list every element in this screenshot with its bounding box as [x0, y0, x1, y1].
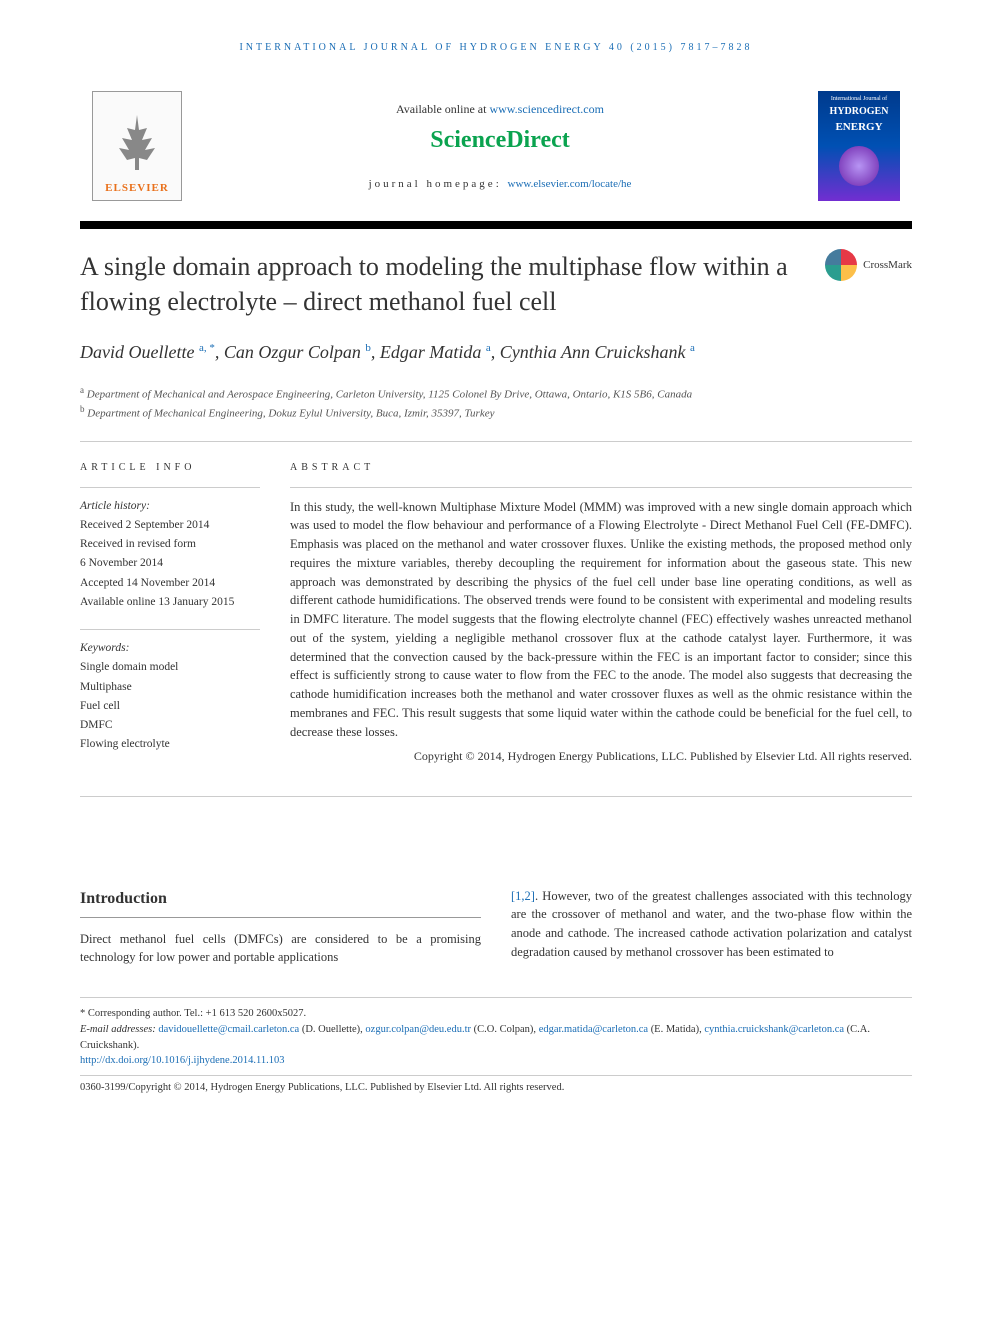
keyword-item: DMFC	[80, 717, 260, 734]
affiliations-block: a Department of Mechanical and Aerospace…	[80, 384, 912, 441]
available-online-line: Available online at www.sciencedirect.co…	[202, 100, 798, 118]
crossmark-badge[interactable]: CrossMark	[825, 249, 912, 281]
email-link[interactable]: edgar.matida@carleton.ca	[539, 1024, 648, 1035]
author-4: , Cynthia Ann Cruickshank	[491, 342, 690, 362]
affil-b-text: Department of Mechanical Engineering, Do…	[85, 408, 495, 420]
email-name: (C.O. Colpan),	[471, 1024, 539, 1035]
keywords-block: Keywords: Single domain model Multiphase…	[80, 629, 260, 754]
cover-text-3: ENERGY	[822, 119, 896, 136]
divider-bar	[80, 221, 912, 229]
affil-a-text: Department of Mechanical and Aerospace E…	[84, 389, 692, 401]
intro-right-body: . However, two of the greatest challenge…	[511, 889, 912, 959]
cover-text-1: International Journal of	[822, 95, 896, 104]
footer-block: * Corresponding author. Tel.: +1 613 520…	[80, 997, 912, 1096]
abstract-body: In this study, the well-known Multiphase…	[290, 487, 912, 766]
intro-right-column: [1,2]. However, two of the greatest chal…	[511, 887, 912, 968]
title-row: A single domain approach to modeling the…	[80, 249, 912, 319]
email-label: E-mail addresses:	[80, 1024, 158, 1035]
author-4-affil: a	[690, 342, 695, 354]
homepage-prefix: journal homepage:	[369, 178, 508, 190]
intro-left-column: Introduction Direct methanol fuel cells …	[80, 887, 481, 968]
keyword-item: Fuel cell	[80, 698, 260, 715]
intro-left-text: Direct methanol fuel cells (DMFCs) are c…	[80, 930, 481, 968]
homepage-url[interactable]: www.elsevier.com/locate/he	[508, 178, 632, 190]
elsevier-text: ELSEVIER	[105, 180, 169, 197]
info-abstract-row: ARTICLE INFO Article history: Received 2…	[80, 460, 912, 797]
sciencedirect-url[interactable]: www.sciencedirect.com	[489, 102, 604, 116]
introduction-heading: Introduction	[80, 887, 481, 918]
publisher-header-block: ELSEVIER Available online at www.science…	[80, 79, 912, 213]
author-1-affil: a, *	[199, 342, 215, 354]
email-link[interactable]: ozgur.colpan@deu.edu.tr	[365, 1024, 471, 1035]
cover-globe-icon	[839, 146, 879, 186]
affiliation-a: a Department of Mechanical and Aerospace…	[80, 384, 912, 403]
abstract-text: In this study, the well-known Multiphase…	[290, 500, 912, 739]
article-info-column: ARTICLE INFO Article history: Received 2…	[80, 460, 260, 772]
email-link[interactable]: davidouellette@cmail.carleton.ca	[158, 1024, 299, 1035]
sciencedirect-logo[interactable]: ScienceDirect	[202, 122, 798, 158]
journal-citation-header: INTERNATIONAL JOURNAL OF HYDROGEN ENERGY…	[80, 40, 912, 55]
history-received: Received 2 September 2014	[80, 517, 260, 534]
article-title: A single domain approach to modeling the…	[80, 249, 805, 319]
history-accepted: Accepted 14 November 2014	[80, 575, 260, 592]
email-name: (E. Matida),	[648, 1024, 704, 1035]
history-block: Article history: Received 2 September 20…	[80, 487, 260, 612]
crossmark-label: CrossMark	[863, 257, 912, 274]
abstract-copyright: Copyright © 2014, Hydrogen Energy Public…	[290, 747, 912, 765]
keyword-item: Single domain model	[80, 659, 260, 676]
intro-right-text: [1,2]. However, two of the greatest chal…	[511, 887, 912, 962]
author-2: , Can Ozgur Colpan	[215, 342, 366, 362]
email-link[interactable]: cynthia.cruickshank@carleton.ca	[704, 1024, 844, 1035]
article-info-label: ARTICLE INFO	[80, 460, 260, 475]
abstract-column: ABSTRACT In this study, the well-known M…	[290, 460, 912, 772]
affiliation-b: b Department of Mechanical Engineering, …	[80, 403, 912, 422]
keyword-item: Multiphase	[80, 679, 260, 696]
email-addresses-line: E-mail addresses: davidouellette@cmail.c…	[80, 1022, 912, 1054]
crossmark-icon	[825, 249, 857, 281]
authors-list: David Ouellette a, *, Can Ozgur Colpan b…	[80, 339, 912, 366]
author-1: David Ouellette	[80, 342, 199, 362]
author-3: , Edgar Matida	[371, 342, 486, 362]
history-online: Available online 13 January 2015	[80, 594, 260, 611]
abstract-label: ABSTRACT	[290, 460, 912, 475]
history-revised-2: 6 November 2014	[80, 555, 260, 572]
intro-ref-link[interactable]: [1,2]	[511, 889, 535, 903]
homepage-line: journal homepage: www.elsevier.com/locat…	[202, 176, 798, 193]
corresponding-author-line: * Corresponding author. Tel.: +1 613 520…	[80, 1006, 912, 1022]
center-publisher-info: Available online at www.sciencedirect.co…	[202, 100, 798, 193]
elsevier-tree-icon	[107, 110, 167, 180]
keywords-label: Keywords:	[80, 640, 260, 657]
footer-copyright-line: 0360-3199/Copyright © 2014, Hydrogen Ene…	[80, 1075, 912, 1096]
email-name: (D. Ouellette),	[299, 1024, 365, 1035]
history-label: Article history:	[80, 498, 260, 515]
cover-text-2: HYDROGEN	[822, 104, 896, 119]
keyword-item: Flowing electrolyte	[80, 736, 260, 753]
elsevier-logo[interactable]: ELSEVIER	[92, 91, 182, 201]
history-revised-1: Received in revised form	[80, 536, 260, 553]
journal-cover-thumbnail[interactable]: International Journal of HYDROGEN ENERGY	[818, 91, 900, 201]
available-prefix: Available online at	[396, 102, 489, 116]
introduction-section: Introduction Direct methanol fuel cells …	[80, 887, 912, 968]
doi-link[interactable]: http://dx.doi.org/10.1016/j.ijhydene.201…	[80, 1053, 912, 1069]
